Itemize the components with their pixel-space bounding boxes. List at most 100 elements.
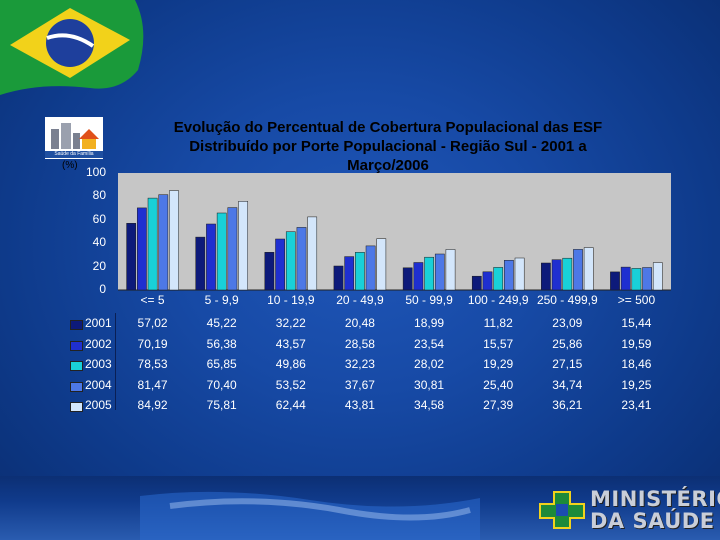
legend-label: 2005 (85, 398, 112, 412)
legend-label: 2004 (85, 377, 112, 392)
table-cell: 37,67 (344, 377, 375, 392)
bar-2001-cat-1 (195, 236, 206, 291)
x-category-label: 10 - 19,9 (267, 293, 315, 307)
x-category-label: 50 - 99,9 (405, 293, 453, 307)
bar-2001-cat-5 (471, 275, 482, 291)
legend-swatch (70, 402, 83, 412)
table-cell: 18,99 (414, 316, 445, 330)
bar-2003-cat-6 (562, 257, 573, 291)
bar-2005-cat-3 (376, 238, 387, 291)
bar-2004-cat-5 (504, 260, 514, 291)
x-category-label: >= 500 (617, 293, 656, 307)
table-cell: 56,38 (206, 336, 237, 351)
bar-2001-cat-6 (541, 262, 551, 291)
y-tick-label: 0 (99, 282, 106, 296)
bar-2001-cat-3 (333, 265, 344, 291)
bar-2005-cat-2 (307, 216, 318, 291)
bar-2005-cat-1 (238, 201, 248, 291)
bar-2003-cat-2 (285, 231, 296, 291)
table-cell: 27,15 (552, 357, 583, 371)
table-cell: 23,41 (621, 398, 652, 412)
bar-2003-cat-3 (355, 252, 365, 291)
legend-label: 2001 (85, 316, 112, 330)
table-cell: 43,81 (344, 398, 375, 412)
table-cell: 43,57 (275, 336, 306, 351)
bar-2003-cat-4 (424, 256, 434, 291)
chart-title: Evolução do Percentual de Cobertura Popu… (112, 118, 664, 175)
bar-2002-cat-3 (344, 256, 355, 291)
table-cell: 19,25 (621, 377, 652, 392)
bar-2003-cat-0 (147, 197, 158, 291)
ministry-line-1: MINISTÉRIO (590, 487, 720, 511)
table-cell: 34,58 (414, 398, 445, 412)
bar-2005-cat-0 (169, 190, 179, 291)
table-cell: 30,81 (414, 377, 445, 392)
x-category-label: 100 - 249,9 (467, 293, 529, 307)
legend-label: 2003 (85, 357, 112, 371)
table-cell: 45,22 (206, 316, 237, 330)
bar-2001-cat-7 (610, 271, 620, 291)
bar-2002-cat-7 (620, 266, 631, 291)
legend-label: 2002 (85, 336, 112, 351)
bar-2001-cat-0 (126, 223, 137, 291)
table-cell: 49,86 (275, 357, 306, 371)
table-cell: 23,54 (414, 336, 445, 351)
ministry-cross-logo (539, 491, 585, 529)
bar-2002-cat-6 (551, 259, 562, 291)
y-tick-label: 100 (85, 165, 106, 179)
legend-swatch (70, 340, 83, 351)
logo-caption: Saúde da Família (45, 151, 103, 158)
bottom-flag-decoration (140, 491, 480, 540)
table-cell: 70,19 (137, 336, 168, 351)
table-cell: 20,48 (344, 316, 375, 330)
table-divider (115, 313, 116, 410)
bar-2004-cat-4 (434, 253, 445, 291)
table-cell: 11,82 (483, 316, 513, 330)
table-cell: 19,29 (483, 357, 514, 371)
table-cell: 32,22 (275, 316, 306, 330)
table-cell: 81,47 (137, 377, 168, 392)
y-tick-label: 40 (92, 235, 106, 250)
bar-2002-cat-5 (482, 271, 493, 291)
brazil-flag-decoration (0, 0, 144, 95)
bar-2002-cat-4 (413, 262, 424, 291)
bar-2002-cat-0 (137, 207, 147, 291)
table-cell: 28,02 (414, 357, 445, 371)
bar-2002-cat-1 (206, 223, 216, 291)
table-cell: 25,40 (483, 377, 514, 392)
legend-swatch (70, 381, 83, 392)
table-cell: 57,02 (137, 316, 168, 330)
table-cell: 28,58 (344, 336, 375, 351)
bar-2004-cat-6 (573, 249, 583, 291)
x-category-label: <= 5 (140, 293, 165, 307)
table-cell: 18,46 (621, 357, 652, 371)
x-category-label: 5 - 9,9 (204, 293, 239, 307)
table-cell: 84,92 (137, 398, 168, 412)
bar-2005-cat-7 (652, 262, 663, 291)
bar-2004-cat-7 (642, 267, 652, 291)
table-cell: 27,39 (483, 398, 514, 412)
y-tick-label: 60 (92, 211, 106, 226)
chart-title-line-1: Evolução do Percentual de Cobertura Popu… (173, 119, 603, 136)
table-cell: 25,86 (552, 336, 583, 351)
table-cell: 15,57 (483, 336, 514, 351)
bar-2001-cat-4 (402, 267, 413, 291)
ministry-line-2: DA SAÚDE (590, 509, 715, 533)
legend-swatch (70, 320, 83, 330)
y-axis-unit-label: (%) (62, 160, 78, 171)
y-tick-label: 80 (92, 188, 106, 203)
bar-2004-cat-3 (365, 245, 376, 291)
chart-title-line-2: Distribuído por Porte Populacional - Reg… (189, 138, 587, 155)
bar-2003-cat-7 (631, 268, 642, 291)
table-cell: 32,23 (344, 357, 375, 371)
bar-2005-cat-4 (445, 249, 456, 291)
bar-2003-cat-5 (493, 267, 504, 291)
bar-2005-cat-5 (514, 257, 525, 291)
ministry-of-health-wordmark: MINISTÉRIO DA SAÚDE (590, 488, 720, 532)
table-cell: 75,81 (206, 398, 237, 412)
bar-2005-cat-6 (583, 247, 594, 291)
table-cell: 53,52 (275, 377, 306, 392)
table-cell: 65,85 (206, 357, 237, 371)
x-category-label: 250 - 499,9 (536, 293, 598, 307)
